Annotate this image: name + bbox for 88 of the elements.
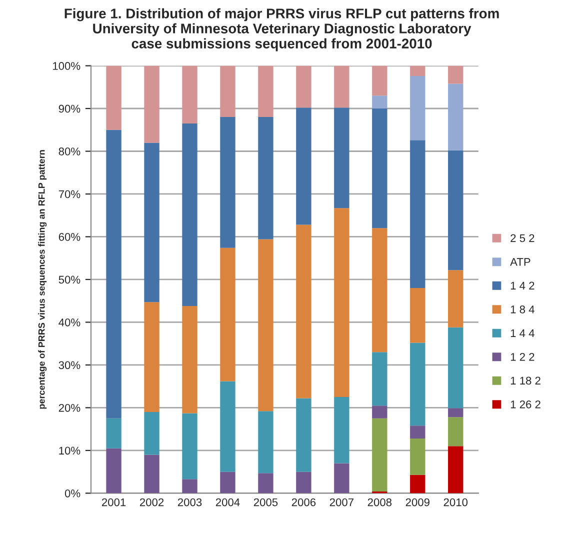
bar xyxy=(106,66,122,130)
bar xyxy=(410,474,426,494)
y-axis-title: percentage of PRRS virus sequences fitting an RFLP pattern xyxy=(38,150,47,409)
legend-label: 1 26 2 xyxy=(510,400,540,408)
bar xyxy=(448,446,464,494)
bar xyxy=(296,66,312,108)
bar xyxy=(372,96,388,109)
legend-label: 1 4 4 xyxy=(510,329,534,337)
y-tick-label: 80% xyxy=(58,148,80,156)
y-tick-label: 90% xyxy=(58,104,80,113)
x-tick-label: 2007 xyxy=(330,498,354,506)
bar xyxy=(106,418,122,448)
y-tick-label: 10% xyxy=(59,446,80,455)
bar xyxy=(334,108,350,208)
bar xyxy=(334,66,350,108)
bar xyxy=(410,66,426,76)
bar xyxy=(182,66,198,124)
bar xyxy=(258,66,274,118)
bar xyxy=(144,66,160,143)
y-tick-label: 40% xyxy=(58,318,80,326)
bar xyxy=(220,381,236,472)
legend-label: 1 4 2 xyxy=(510,282,534,290)
y-tick-label: 60% xyxy=(58,233,80,241)
x-tick-label: 2009 xyxy=(406,498,430,506)
x-tick-label: 2010 xyxy=(444,498,468,506)
bar xyxy=(258,117,274,240)
y-tick-label: 100% xyxy=(53,62,80,70)
x-tick-label: 2006 xyxy=(292,498,316,506)
legend-label: 2 5 2 xyxy=(510,234,534,242)
y-tick-label: 0% xyxy=(64,489,80,498)
chart-title: Figure 1. Distribution of major PRRS virus RFLP cut patterns from University of Minnesota Veterinary Diagnostic Laboratory case submissions sequenced from 2001-2010 xyxy=(64,8,499,52)
bar xyxy=(106,448,122,494)
bar xyxy=(372,66,388,96)
bar xyxy=(372,418,388,492)
legend-label: 1 8 4 xyxy=(510,305,534,314)
bar xyxy=(410,426,426,438)
bar xyxy=(182,479,198,494)
bar xyxy=(410,342,426,426)
y-tick-label: 50% xyxy=(58,276,80,284)
bar xyxy=(448,327,464,408)
bar xyxy=(296,398,312,472)
bar xyxy=(144,142,160,302)
bar xyxy=(334,208,350,398)
bar xyxy=(258,473,274,494)
y-tick-label: 70% xyxy=(58,190,80,198)
legend-label: 1 2 2 xyxy=(510,352,534,361)
bar xyxy=(372,228,388,352)
bar xyxy=(410,288,426,343)
bar xyxy=(448,150,464,270)
x-tick-label: 2001 xyxy=(102,498,126,506)
bar xyxy=(144,412,160,455)
bar xyxy=(448,66,464,84)
bar xyxy=(448,417,464,446)
bar xyxy=(410,438,426,475)
bar xyxy=(182,123,198,306)
bar xyxy=(372,352,388,406)
x-tick-label: 2008 xyxy=(368,498,392,506)
bar xyxy=(296,108,312,225)
legend-label: 1 18 2 xyxy=(510,376,540,385)
bar xyxy=(220,248,236,382)
bar xyxy=(220,66,236,118)
bar xyxy=(334,397,350,464)
bar xyxy=(410,140,426,288)
bar xyxy=(410,76,426,140)
bar xyxy=(296,224,312,398)
bar xyxy=(220,472,236,494)
bar xyxy=(372,108,388,228)
x-tick-label: 2002 xyxy=(140,498,164,506)
bar xyxy=(296,472,312,494)
bar xyxy=(448,408,464,418)
bar xyxy=(144,454,160,494)
bar xyxy=(334,463,350,494)
bar xyxy=(448,84,464,150)
bar xyxy=(220,117,236,248)
bar xyxy=(372,406,388,418)
bar xyxy=(258,239,274,412)
bar xyxy=(106,130,122,418)
bar xyxy=(182,413,198,480)
bar xyxy=(144,302,160,412)
x-tick-label: 2004 xyxy=(216,498,240,506)
x-tick-label: 2005 xyxy=(254,498,278,506)
bar xyxy=(258,411,274,474)
y-tick-label: 30% xyxy=(58,361,80,370)
legend-label: ATP xyxy=(510,258,530,266)
bar xyxy=(448,270,464,328)
bar xyxy=(182,306,198,414)
y-tick-label: 20% xyxy=(58,404,80,412)
x-tick-label: 2003 xyxy=(178,498,202,506)
